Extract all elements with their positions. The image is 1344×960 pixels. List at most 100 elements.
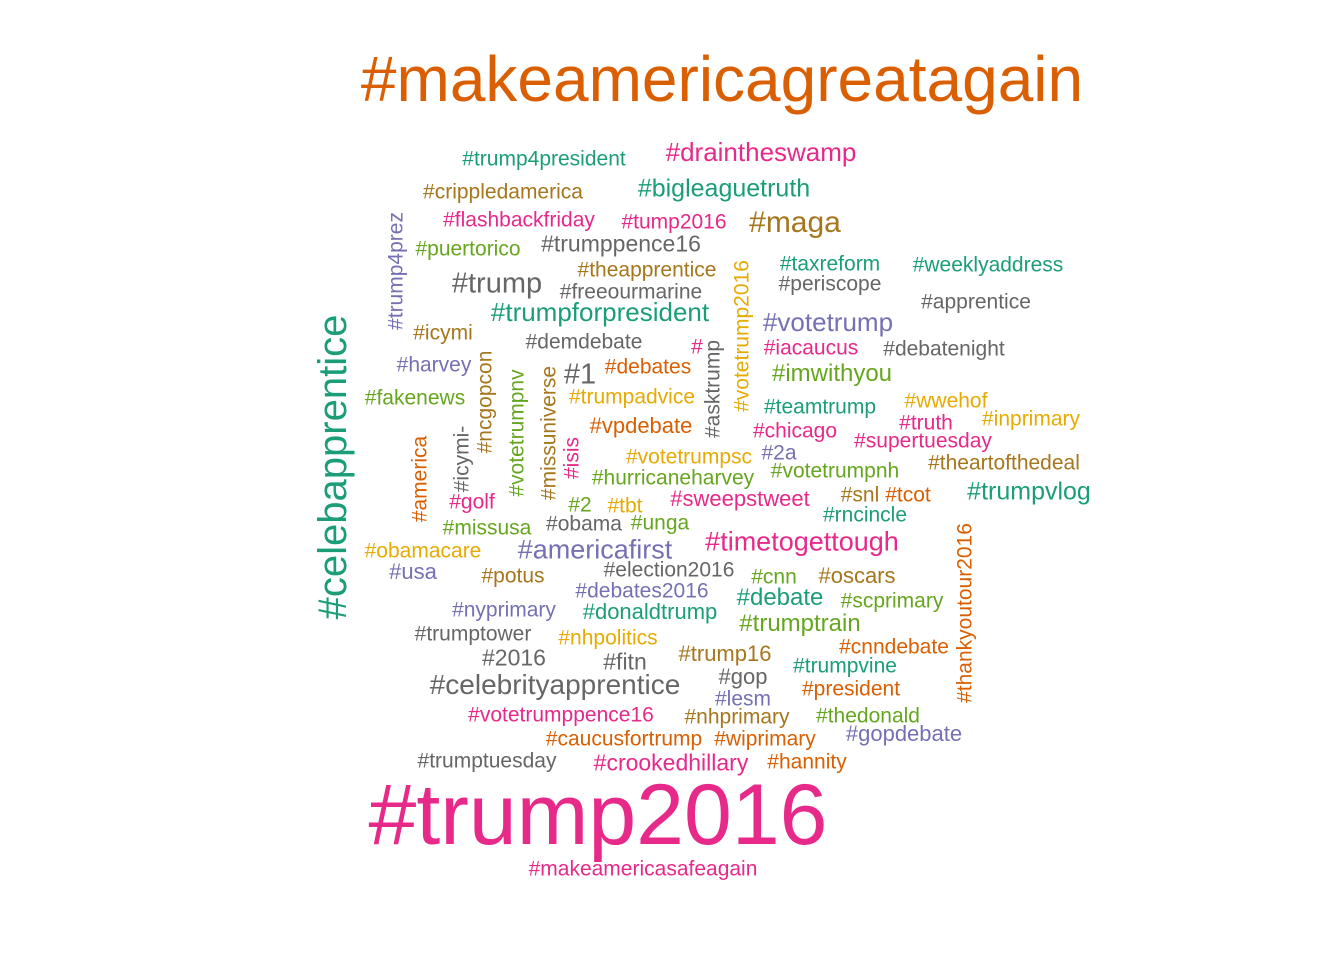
hashtag-inprimary: #inprimary [981, 407, 1081, 431]
hashtag-hurricaneharvey: #hurricaneharvey [591, 466, 755, 490]
hashtag-missusa: #missusa [442, 516, 532, 540]
hashtag-thankyoutour2016: #thankyoutour2016 [953, 523, 977, 703]
hashtag-trumpvlog: #trumpvlog [967, 477, 1091, 506]
hashtag-iacaucus: #iacaucus [763, 336, 859, 360]
hashtag-tbt: #tbt [607, 494, 643, 518]
hashtag-usa: #usa [389, 559, 437, 584]
hashtag-demdebate: #demdebate [525, 330, 643, 354]
hashtag-trump16: #trump16 [678, 641, 772, 666]
hashtag-periscope: #periscope [778, 272, 882, 296]
hashtag-missuniverse: #missuniverse [537, 365, 561, 501]
hashtag-sweepstweet: #sweepstweet [670, 486, 810, 511]
hashtag-trumpforpresident: #trumpforpresident [490, 297, 710, 327]
hashtag-nhpolitics: #nhpolitics [558, 626, 658, 650]
hashtag-2016: #2016 [482, 644, 546, 671]
hashtag-trumptuesday: #trumptuesday [417, 749, 557, 773]
hashtag-caucusfortrump: #caucusfortrump [545, 727, 703, 751]
hashtag-makeamericagreatagain: #makeamericagreatagain [360, 43, 1084, 115]
hashtag-celebapprentice: #celebapprentice [311, 314, 355, 620]
hashtag-fitn: #fitn [603, 648, 647, 675]
hashtag-gopdebate: #gopdebate [845, 721, 963, 746]
hashtag-theapprentice: #theapprentice [577, 258, 717, 282]
hashtag-americafirst: #americafirst [517, 534, 673, 565]
hashtag-obamacare: #obamacare [364, 539, 482, 563]
hashtag-nyprimary: #nyprimary [452, 598, 556, 622]
hashtag-trumpadvice: #trumpadvice [568, 385, 696, 409]
hashtag-trump2016: #trump2016 [368, 767, 828, 863]
hashtag-vpdebate: #vpdebate [589, 413, 693, 438]
hashtag-flashbackfriday: #flashbackfriday [443, 208, 595, 232]
hashtag-votetrumpsc: #votetrumpsc [625, 445, 753, 469]
hashtag-scprimary: #scprimary [840, 589, 944, 613]
hashtag-trumptower: #trumptower [414, 622, 532, 646]
hashtag-election2016: #election2016 [603, 558, 735, 582]
hashtag-gop: #gop [718, 664, 768, 689]
hashtag-truth: #truth [899, 411, 953, 435]
hashtag-apprentice: #apprentice [921, 290, 1031, 314]
hashtag-wwehof: #wwehof [904, 389, 988, 413]
hashtag-icymi: #icymi [413, 321, 473, 345]
hashtag-debates: #debates [604, 355, 692, 379]
hashtag-debatenight: #debatenight [883, 337, 1005, 361]
hashtag-teamtrump: #teamtrump [763, 395, 877, 419]
hashtag-taxreform: #taxreform [779, 252, 881, 276]
hashtag-trump4prez: #trump4prez [384, 212, 408, 330]
hashtag-tump2016: #tump2016 [621, 210, 727, 234]
hashtag-donaldtrump: #donaldtrump [582, 599, 718, 624]
hashtag-president: #president [801, 677, 901, 701]
hashtag-cnndebate: #cnndebate [839, 635, 949, 659]
hashtag-nhprimary: #nhprimary [684, 705, 790, 729]
hashtag-maga: #maga [749, 206, 841, 239]
hashtag-bigleaguetruth: #bigleaguetruth [637, 174, 811, 203]
hashtag-freeourmarine: #freeourmarine [559, 280, 703, 304]
hashtag-trumppence16: #trumppence16 [541, 230, 701, 257]
hashtag-snl: #snl [840, 483, 880, 507]
hashtag-ncgopcon: #ncgopcon [473, 350, 497, 454]
hashtag-celebrityapprentice: #celebrityapprentice [429, 669, 681, 700]
hashtag-hannity: #hannity [767, 750, 847, 774]
hashtag-supertuesday: #supertuesday [854, 429, 992, 453]
hashtag-obama: #obama [546, 512, 622, 536]
hashtag-votetrump2016: #votetrump2016 [730, 260, 754, 412]
hashtag-2: #2 [568, 493, 592, 517]
hashtag-1: #1 [563, 358, 597, 391]
hashtag-isis: #isis [560, 436, 584, 480]
hashtag-fakenews: #fakenews [364, 386, 466, 410]
hashtag-imwithyou: #imwithyou [771, 360, 893, 387]
hashtag-crookedhillary: #crookedhillary [593, 749, 749, 776]
hashtag-makeamericasafeagain: #makeamericasafeagain [528, 857, 758, 881]
hashtag-votetrumpnh: #votetrumpnh [770, 459, 900, 483]
hashtag-thedonald: #thedonald [816, 704, 920, 728]
hashtag-puertorico: #puertorico [415, 237, 521, 261]
hashtag-draintheswamp: #draintheswamp [665, 137, 857, 167]
hashtag-cnn: #cnn [751, 565, 797, 589]
hashtag-weeklyaddress: #weeklyaddress [912, 253, 1064, 277]
hashtag-2a: #2a [761, 441, 797, 465]
hashtag-theartofthedeal: #theartofthedeal [928, 451, 1080, 475]
hashtag-asktrump: #asktrump [701, 339, 725, 439]
hashtag-crippledamerica: #crippledamerica [423, 180, 583, 204]
hashtag-oscars: #oscars [818, 563, 896, 588]
hashtag-tcot: #tcot [885, 483, 931, 507]
hashtag-golf: #golf [449, 490, 495, 514]
hashtag-debate: #debate [736, 584, 824, 611]
hashtag-trumpvine: #trumpvine [793, 654, 897, 678]
hashtag-trump: #trump [451, 267, 543, 300]
hashtag-votetrumppence16: #votetrumppence16 [468, 703, 654, 727]
hashtag-debates2016: #debates2016 [575, 579, 709, 603]
hashtag-timetogettough: #timetogettough [705, 526, 899, 557]
hashtag-lesm: #lesm [714, 687, 772, 711]
hashtag-hash: # [691, 335, 703, 359]
hashtag-wiprimary: #wiprimary [714, 727, 816, 751]
hashtag-trumptrain: #trumptrain [739, 610, 861, 637]
hashtag-unga: #unga [630, 511, 690, 535]
hashtag-trump4president: #trump4president [462, 147, 626, 171]
hashtag-america: #america [408, 435, 432, 523]
hashtag-icymi: #icymi- [450, 425, 474, 493]
hashtag-chicago: #chicago [752, 419, 838, 443]
hashtag-votetrump: #votetrump [762, 307, 894, 337]
hashtag-harvey: #harvey [396, 353, 472, 377]
hashtag-rncincle: #rncincle [822, 503, 908, 527]
hashtag-votetrumpnv: #votetrumpnv [505, 369, 529, 497]
